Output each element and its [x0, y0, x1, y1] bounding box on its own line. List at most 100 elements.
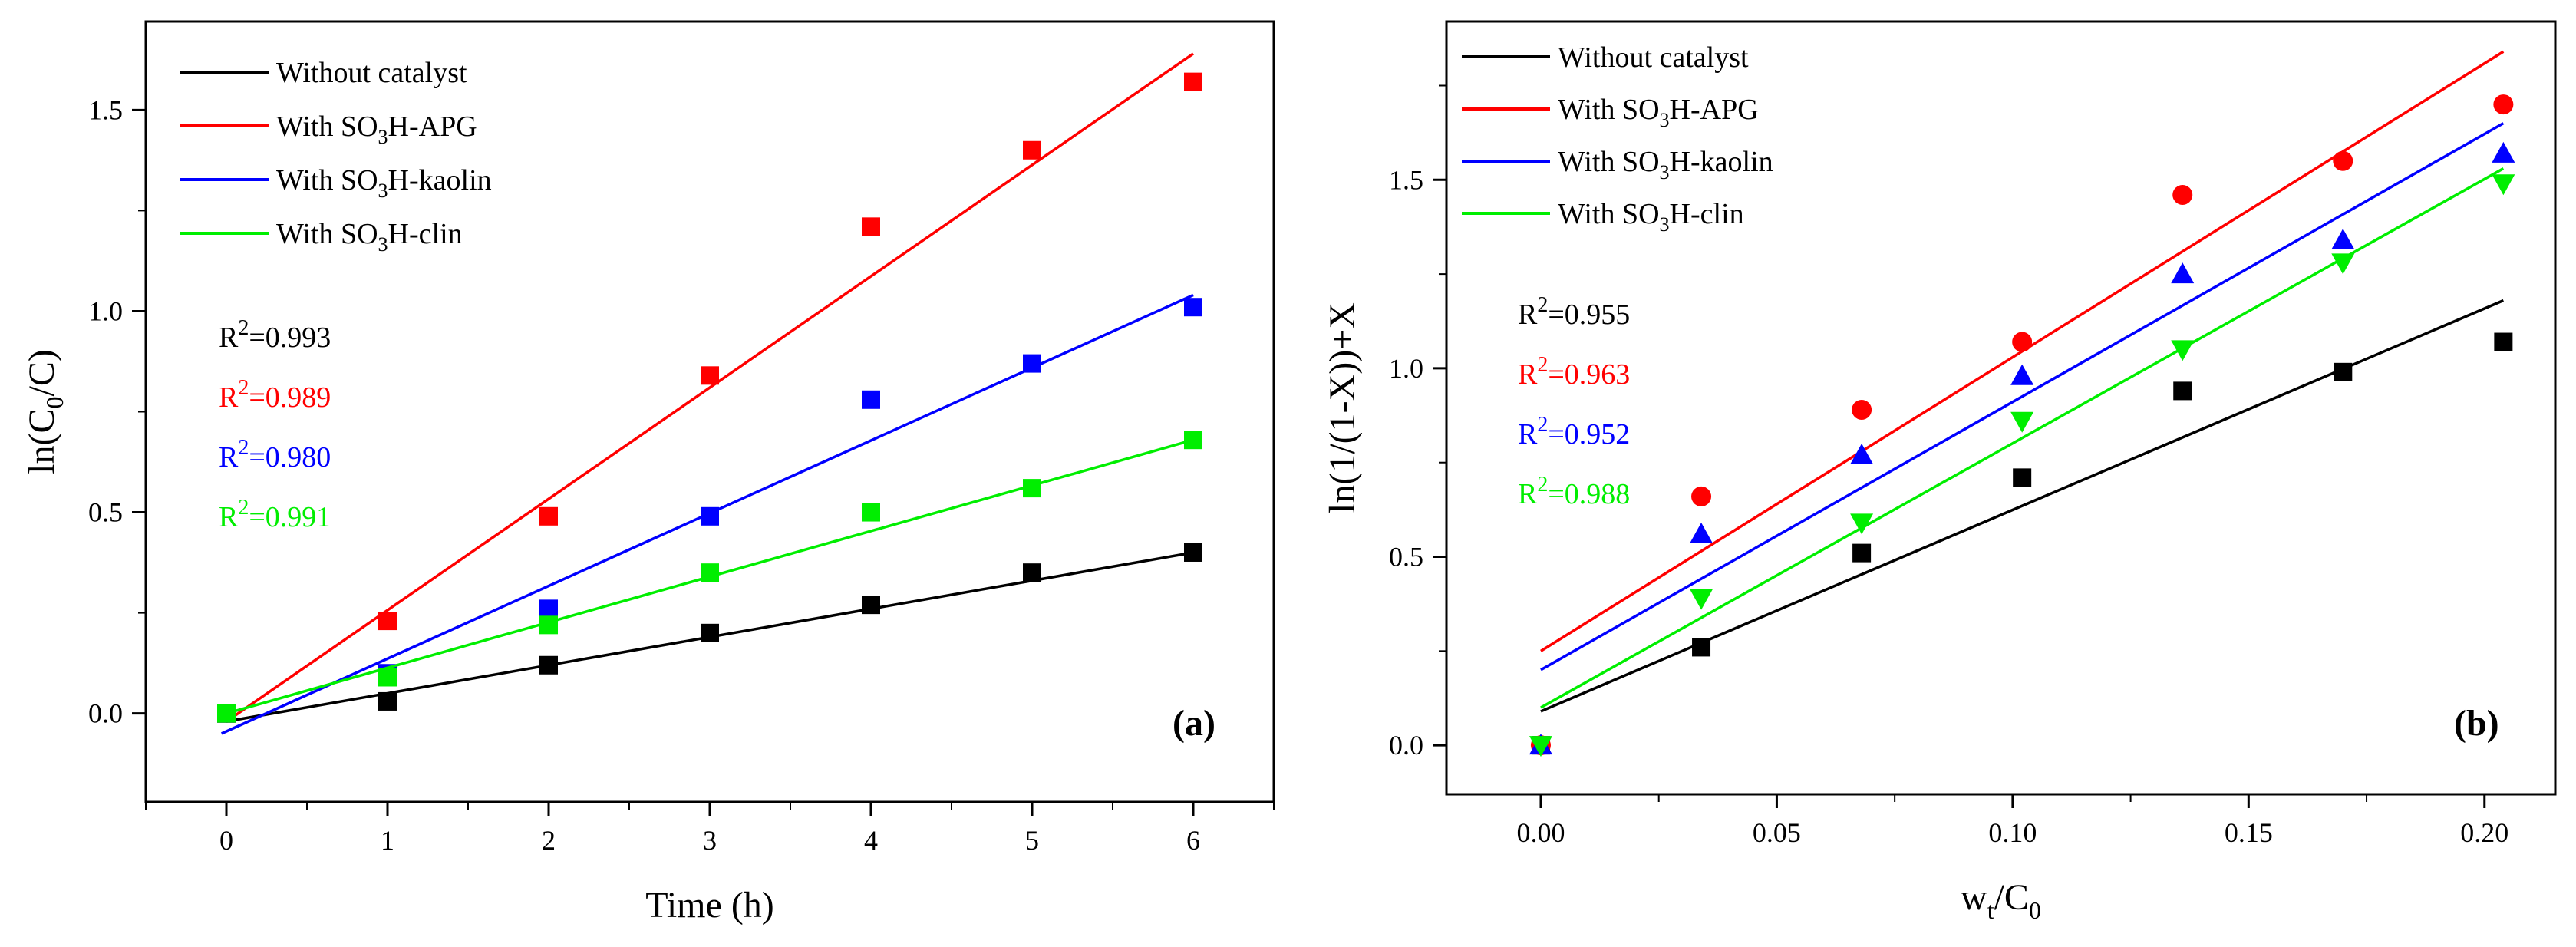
x-axis-label-subscript: t [1987, 896, 1994, 924]
y-tick-label: 0.5 [1389, 542, 1423, 572]
legend-label-text: Without catalyst [1558, 41, 1749, 74]
legend-label-kaolin: With SO3H-kaolin [276, 164, 492, 202]
legend-label-subscript: 3 [378, 126, 388, 148]
x-axis-label: wt/C0 [1961, 877, 2041, 924]
legend-label-without: Without catalyst [1558, 41, 1749, 74]
data-point-without [539, 655, 558, 675]
data-point-without [2494, 332, 2513, 351]
legend-label-text: H-APG [1670, 94, 1759, 126]
data-point-kaolin [701, 506, 719, 526]
data-point-without [701, 623, 719, 642]
legend-label-apg: With SO3H-APG [276, 111, 477, 148]
y-axis-label-text: /C) [21, 349, 62, 396]
x-tick-label: 0.00 [1516, 817, 1565, 848]
data-point-kaolin [2171, 262, 2195, 284]
r2-annotation-without: R2=0.955 [1518, 293, 1630, 331]
y-axis-label: ln(1/(1-X))+X [1322, 302, 1363, 513]
fit-line-apg [226, 52, 1194, 723]
legend-label-text: H-kaolin [388, 164, 492, 196]
data-point-clin [378, 668, 397, 687]
r2-value: =0.955 [1548, 299, 1630, 331]
data-point-apg [378, 612, 397, 631]
y-tick-label: 1.0 [88, 295, 123, 326]
data-point-clin [1529, 736, 1552, 757]
data-point-clin [2171, 340, 2195, 361]
r2-label-superscript: 2 [1537, 353, 1548, 377]
data-point-apg [1852, 399, 1872, 420]
r2-annotation-kaolin: R2=0.980 [219, 436, 331, 474]
data-point-apg [2172, 184, 2193, 205]
fit-line-kaolin [1540, 122, 2505, 671]
r2-label-text: R [219, 501, 239, 533]
r2-label-text: R [219, 381, 239, 414]
data-point-kaolin [1023, 354, 1041, 373]
r2-annotation-apg: R2=0.989 [219, 376, 331, 414]
r2-label-text: R [219, 322, 239, 354]
legend-label-subscript: 3 [1660, 161, 1670, 183]
data-point-kaolin [539, 599, 558, 619]
data-point-clin [862, 503, 880, 522]
data-point-without [2173, 381, 2192, 401]
data-point-without [2334, 362, 2353, 381]
data-point-kaolin [2331, 228, 2355, 249]
x-tick-label: 0.05 [1753, 817, 1801, 848]
x-tick-label: 1 [381, 825, 394, 856]
data-point-clin [217, 704, 236, 723]
plot-frame [1445, 20, 2557, 796]
legend-label-kaolin: With SO3H-kaolin [1558, 146, 1773, 183]
r2-annotation-clin: R2=0.988 [1518, 473, 1630, 510]
data-point-without [1184, 543, 1202, 562]
y-tick-label: 1.0 [1389, 353, 1423, 384]
legend-label-text: With SO [276, 111, 378, 143]
y-tick-label: 0.0 [1389, 730, 1423, 761]
data-point-clin [2331, 253, 2355, 275]
y-axis-label-text: ln(1/(1-X))+X [1322, 302, 1363, 513]
data-point-apg [2493, 94, 2514, 115]
y-axis-label-subscript: 0 [41, 397, 68, 409]
data-point-kaolin [1850, 443, 1874, 464]
r2-label-superscript: 2 [1537, 293, 1548, 317]
data-point-kaolin [1184, 298, 1202, 317]
data-point-clin [2492, 174, 2515, 196]
y-tick-label: 0.5 [88, 497, 123, 528]
x-tick-label: 4 [864, 825, 878, 856]
legend-label-apg: With SO3H-APG [1558, 94, 1759, 131]
r2-label-superscript: 2 [238, 496, 249, 520]
data-point-without [1023, 563, 1041, 582]
panel-b-chart: 0.00 0.05 0.10 0.15 0.20 0.0 0.5 1.0 1.5 wt/C0 ln(… [1322, 20, 2557, 924]
x-tick-label: 0.20 [2460, 817, 2508, 848]
panel-tag: (a) [1173, 703, 1215, 744]
data-point-apg [862, 217, 880, 236]
data-point-without [862, 596, 880, 615]
legend-label-text: Without catalyst [276, 57, 467, 89]
y-axis-label: ln(C0/C) [21, 349, 68, 474]
data-point-kaolin [2492, 141, 2515, 163]
r2-label-text: R [1518, 358, 1538, 391]
r2-label-text: R [1518, 299, 1538, 331]
r2-annotation-apg: R2=0.963 [1518, 353, 1630, 391]
x-tick-label: 3 [703, 825, 717, 856]
data-point-apg [1184, 72, 1202, 91]
legend-label-text: H-clin [1670, 198, 1744, 230]
r2-value: =0.952 [1548, 418, 1630, 450]
y-tick-label: 1.5 [1389, 164, 1423, 195]
r2-annotation-kaolin: R2=0.952 [1518, 413, 1630, 450]
r2-label-text: R [1518, 418, 1538, 450]
data-point-without [378, 691, 397, 711]
legend-label-text: H-kaolin [1670, 146, 1773, 178]
legend-label-clin: With SO3H-clin [1558, 198, 1744, 236]
legend-label-text: H-clin [388, 218, 463, 250]
r2-label-superscript: 2 [238, 376, 249, 400]
data-point-apg [2012, 332, 2033, 352]
data-point-apg [1023, 140, 1041, 160]
data-point-clin [539, 615, 558, 635]
panel-tag: (b) [2454, 703, 2499, 744]
x-tick-label: 0 [219, 825, 233, 856]
r2-value: =0.980 [249, 441, 331, 474]
data-point-kaolin [1690, 523, 1713, 544]
y-tick-label: 1.5 [88, 94, 123, 125]
r2-label-superscript: 2 [238, 436, 249, 460]
legend-label-text: With SO [1558, 94, 1660, 126]
